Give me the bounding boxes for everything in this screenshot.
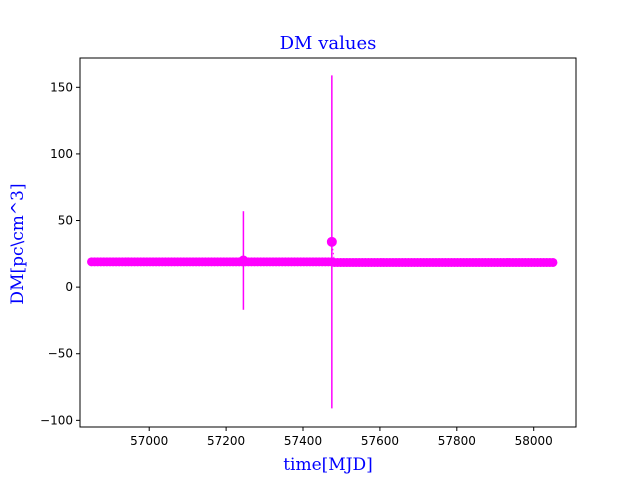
x-axis-label: time[MJD] <box>283 455 373 475</box>
x-tick-label-1: 57000 <box>130 434 168 448</box>
x-axis-ticks: 57000 57200 57400 57600 57800 58000 <box>130 427 553 448</box>
y-axis-label: DM[pc\cm^3] <box>8 183 28 304</box>
x-tick-label-3: 57400 <box>284 434 322 448</box>
y-tick-label-5: 150 <box>50 80 73 94</box>
x-tick-label-2: 57200 <box>207 434 245 448</box>
data-point-150 <box>548 257 558 267</box>
outlier-point-0 <box>238 255 249 266</box>
y-tick-label-2: 0 <box>65 280 73 294</box>
outlier-point-1 <box>326 236 337 247</box>
x-tick-label-5: 57800 <box>438 434 476 448</box>
x-tick-label-4: 57600 <box>361 434 399 448</box>
y-tick-label-4: 100 <box>50 147 73 161</box>
y-tick-label-0: −100 <box>40 413 73 427</box>
y-tick-label-1: −50 <box>48 347 73 361</box>
y-axis-ticks: −100 −50 0 50 100 150 <box>40 80 80 427</box>
y-tick-label-3: 50 <box>58 214 73 228</box>
plot-frame <box>79 57 577 428</box>
x-tick-label-6: 58000 <box>515 434 553 448</box>
chart-title: DM values <box>280 33 377 54</box>
data-layer <box>87 75 558 409</box>
